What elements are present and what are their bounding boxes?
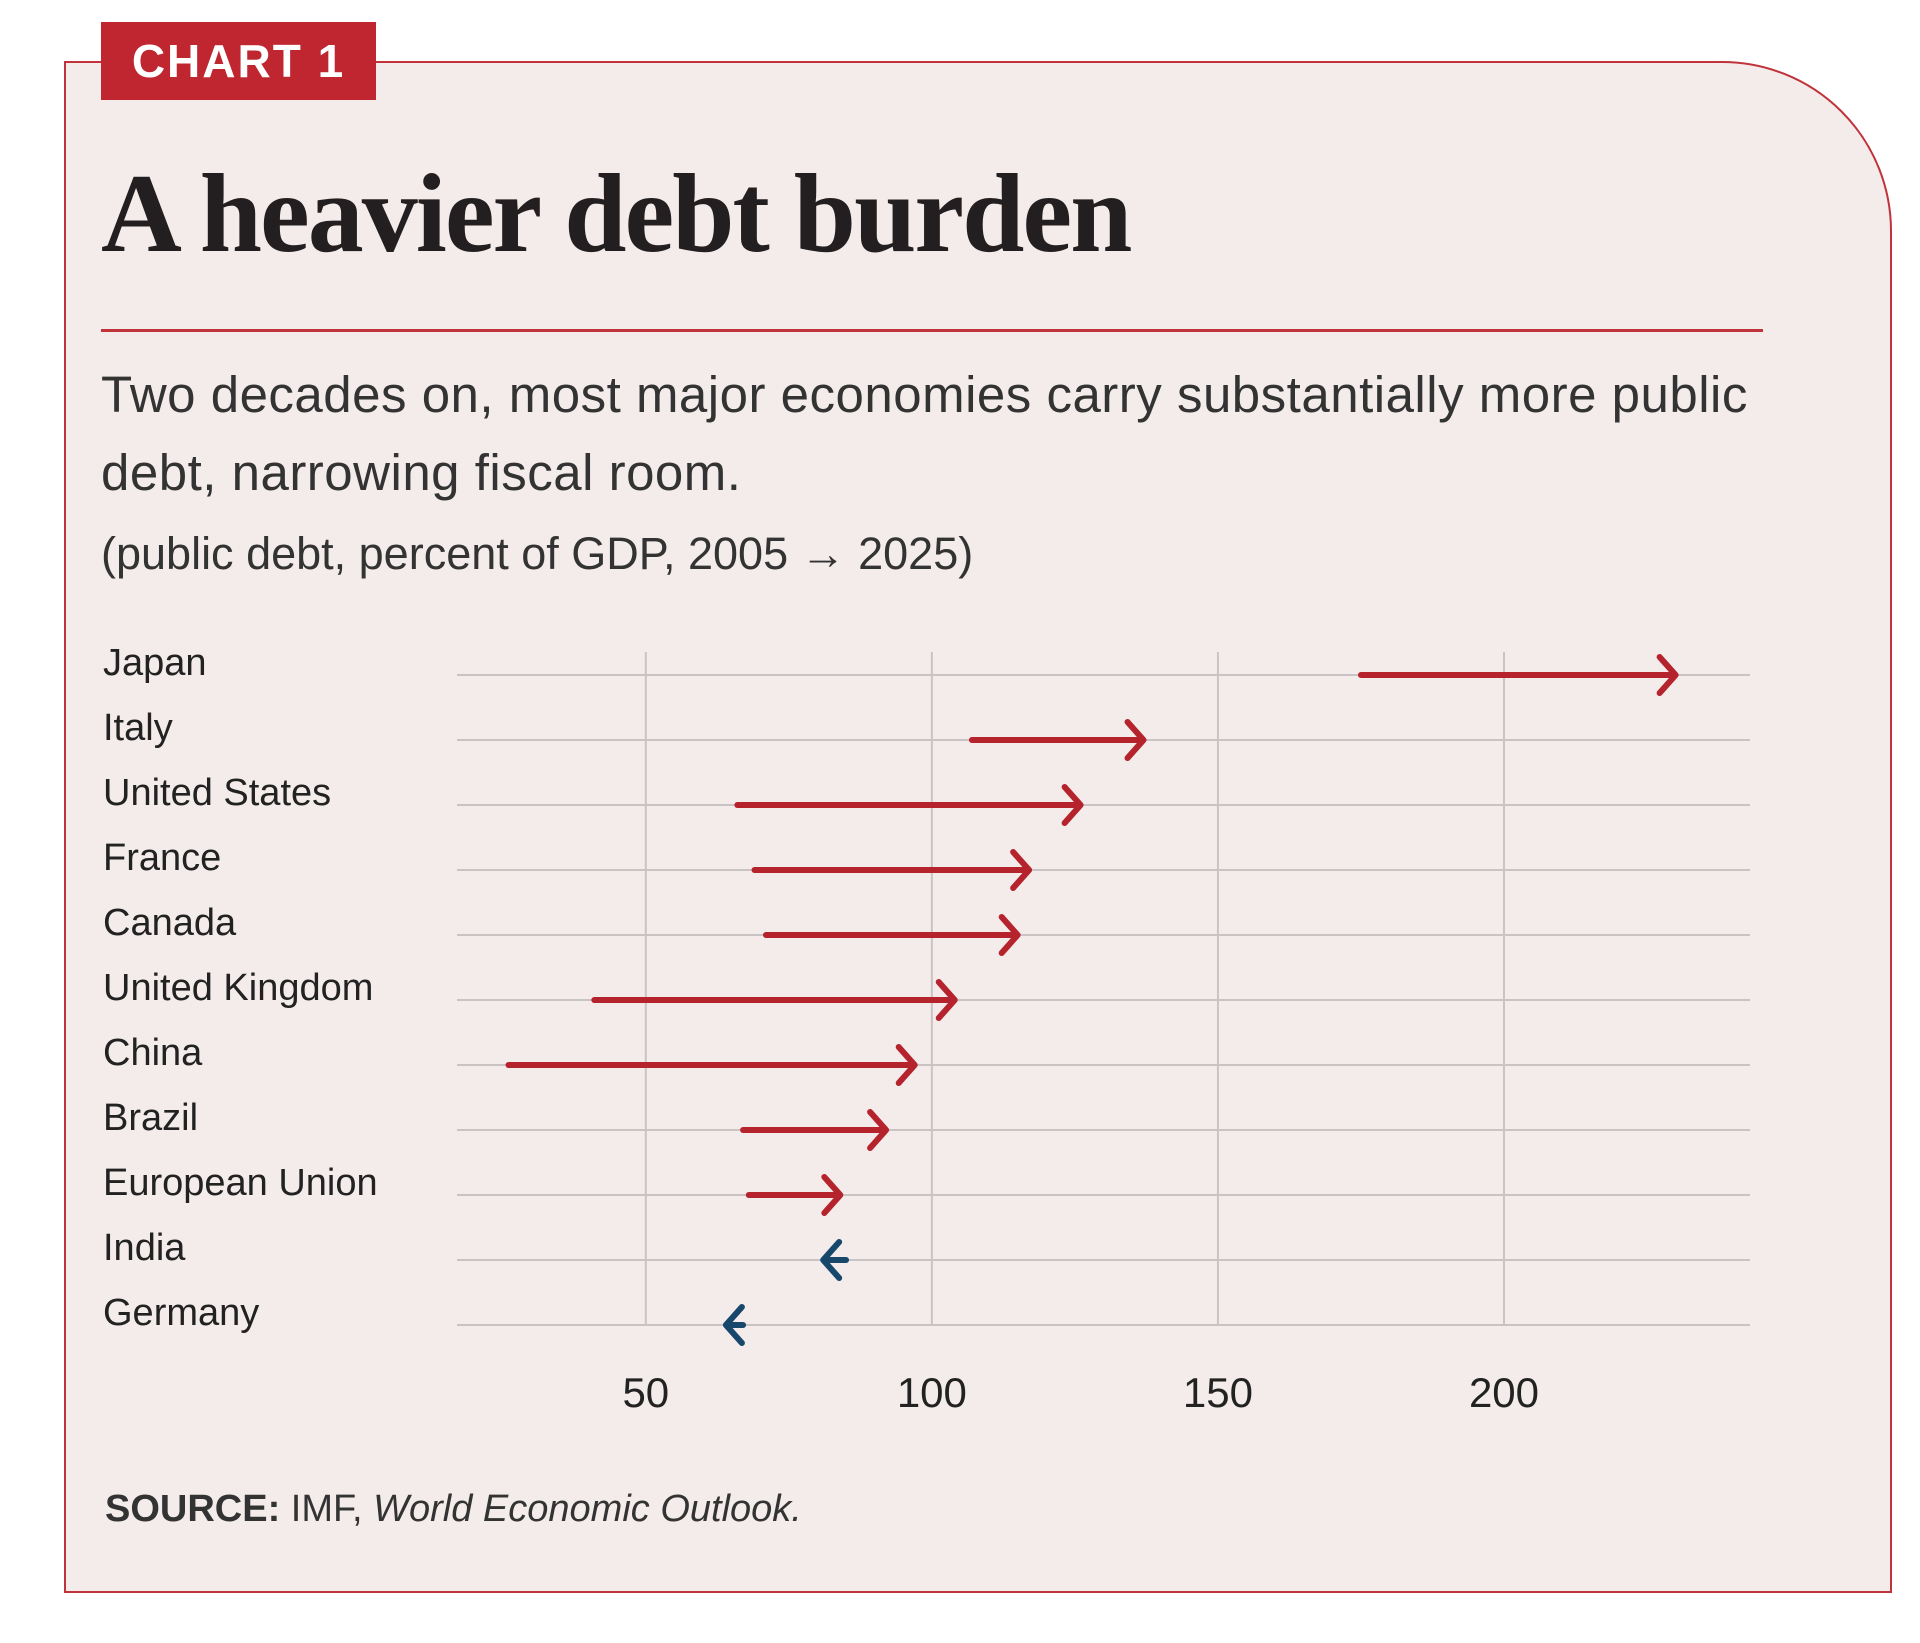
x-tick-label: 200: [1469, 1369, 1539, 1416]
chart-tag: CHART 1: [101, 22, 376, 100]
title-rule: [101, 329, 1763, 332]
x-tick-label: 50: [622, 1369, 669, 1416]
arrow-head: [1656, 654, 1679, 696]
source-label: SOURCE:: [105, 1488, 281, 1530]
arrow-head: [821, 1174, 844, 1216]
source-publication: World Economic Outlook.: [373, 1488, 802, 1530]
category-label: Germany: [103, 1292, 259, 1334]
arrow-head: [1124, 719, 1147, 761]
category-label: United Kingdom: [103, 967, 373, 1009]
category-label: France: [103, 837, 221, 879]
category-label: United States: [103, 772, 331, 814]
arrow-head: [935, 979, 958, 1021]
chart-frame: [64, 61, 1892, 1593]
category-label: Brazil: [103, 1097, 198, 1139]
x-tick-label: 150: [1183, 1369, 1253, 1416]
arrow-head: [820, 1239, 843, 1281]
category-label: Japan: [103, 642, 207, 684]
category-label: Italy: [103, 707, 173, 749]
arrow-head: [722, 1304, 745, 1346]
chart-units: (public debt, percent of GDP, 2005 → 202…: [101, 528, 974, 579]
category-label: India: [103, 1227, 186, 1269]
x-tick-label: 100: [897, 1369, 967, 1416]
arrow-head: [895, 1044, 918, 1086]
arrow-head: [867, 1109, 890, 1151]
chart-subtitle: Two decades on, most major economies car…: [101, 366, 1748, 501]
chart-title: A heavier debt burden: [101, 152, 1132, 276]
category-label: China: [103, 1032, 203, 1074]
arrow-head: [1010, 849, 1033, 891]
category-label: European Union: [103, 1162, 378, 1204]
source: SOURCE: IMF, World Economic Outlook.: [105, 1488, 802, 1531]
category-label: Canada: [103, 902, 237, 944]
arrow-head: [998, 914, 1021, 956]
source-text: IMF,: [290, 1488, 363, 1530]
arrow-head: [1061, 784, 1084, 826]
